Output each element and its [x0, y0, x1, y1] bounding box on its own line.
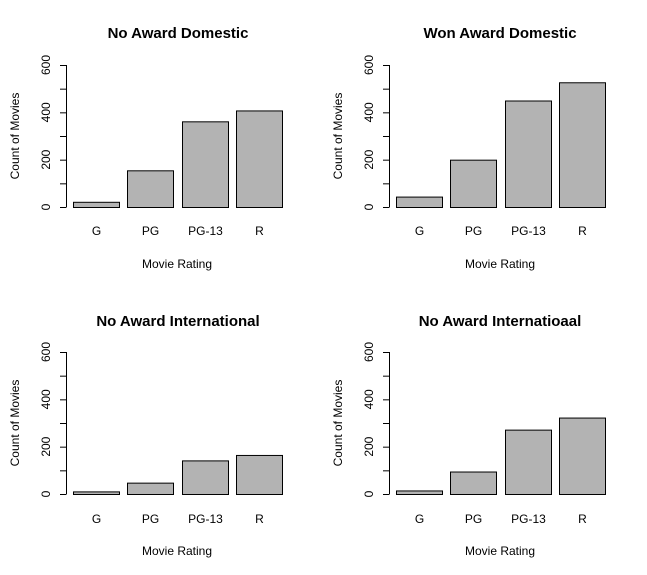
chart-panel-1: No Award Domestic G PG PG-13 R 0 200 400 600 Coun… [8, 25, 283, 271]
bar-r [236, 110, 283, 208]
y-tick-label: 400 [39, 102, 53, 122]
x-tick-label: PG-13 [511, 512, 546, 526]
y-axis-label: Count of Movies [331, 380, 345, 467]
bar-g [73, 491, 120, 496]
x-tick-label: G [92, 512, 101, 526]
chart-title: Won Award Domestic [423, 25, 576, 42]
bar-g [73, 201, 120, 209]
y-tick-label: 400 [362, 102, 376, 122]
y-tick-label: 0 [39, 203, 53, 210]
x-axis-label: Movie Rating [142, 544, 212, 558]
chart-panel-3: No Award International G PG PG-13 R 0 200 400 60… [8, 313, 283, 558]
x-tick-label: PG [465, 512, 482, 526]
bar-pg-13 [182, 460, 229, 496]
x-axis-label: Movie Rating [465, 544, 535, 558]
y-tick-label: 0 [362, 203, 376, 210]
x-tick-label: PG [465, 224, 482, 238]
bar-r [236, 454, 283, 496]
bar-pg-13 [505, 100, 552, 208]
y-axis-label: Count of Movies [8, 380, 22, 467]
x-axis-label: Movie Rating [142, 257, 212, 271]
y-tick-label: 600 [362, 55, 376, 75]
x-tick-label: PG-13 [188, 224, 223, 238]
x-axis-label: Movie Rating [465, 257, 535, 271]
bar-pg [127, 482, 174, 496]
x-tick-label: G [415, 512, 424, 526]
x-tick-label: R [255, 224, 264, 238]
y-tick-label: 600 [362, 342, 376, 362]
bar-g [396, 490, 443, 496]
y-tick-label: 200 [39, 149, 53, 169]
x-tick-label: PG-13 [188, 512, 223, 526]
y-tick-label: 600 [39, 342, 53, 362]
y-tick-label: 600 [39, 55, 53, 75]
bar-pg [127, 170, 174, 208]
x-tick-label: R [578, 512, 587, 526]
x-tick-label: G [415, 224, 424, 238]
x-tick-label: PG-13 [511, 224, 546, 238]
x-tick-label: G [92, 224, 101, 238]
y-tick-label: 0 [362, 490, 376, 497]
bar-pg [450, 471, 497, 495]
chart-title: No Award Domestic [108, 25, 249, 42]
bar-r [559, 417, 606, 496]
y-tick-label: 400 [362, 389, 376, 409]
chart-title: No Award International [96, 313, 259, 330]
x-tick-label: PG [142, 512, 159, 526]
bar-r [559, 82, 606, 208]
bar-pg-13 [505, 429, 552, 496]
y-axis-label: Count of Movies [8, 93, 22, 180]
chart-title: No Award Internatioaal [419, 313, 582, 330]
x-tick-label: R [578, 224, 587, 238]
y-tick-label: 200 [362, 436, 376, 456]
bar-g [396, 196, 443, 209]
y-tick-label: 400 [39, 389, 53, 409]
bar-pg [450, 159, 497, 209]
x-tick-label: PG [142, 224, 159, 238]
x-tick-label: R [255, 512, 264, 526]
y-tick-label: 0 [39, 490, 53, 497]
chart-panel-4: No Award Internatioaal G PG PG-13 R 0 200 400 60… [331, 313, 606, 558]
y-tick-label: 200 [39, 436, 53, 456]
chart-panel-2: Won Award Domestic G PG PG-13 R 0 200 400 600 Cou… [331, 25, 606, 271]
y-tick-label: 200 [362, 149, 376, 169]
y-axis-label: Count of Movies [331, 93, 345, 180]
bar-pg-13 [182, 121, 229, 208]
